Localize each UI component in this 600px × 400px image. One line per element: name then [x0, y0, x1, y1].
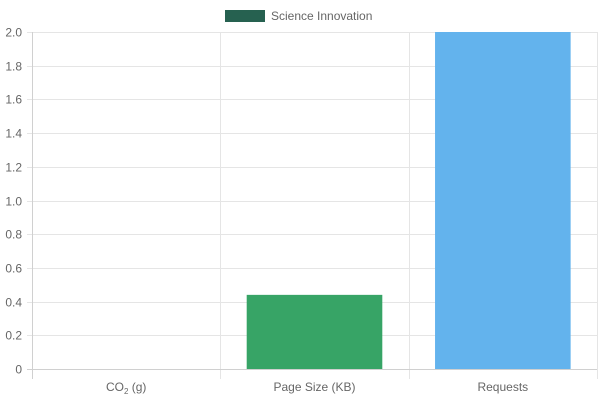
y-tick-label: 0.2: [5, 329, 22, 343]
legend-swatch[interactable]: [225, 10, 265, 22]
x-tick-labels: CO2 (g) Page Size (KB) Requests: [106, 380, 528, 396]
y-tick-label: 0: [15, 363, 22, 377]
y-tick-label: 1.0: [5, 195, 22, 209]
y-tick-label: 2.0: [5, 26, 22, 40]
y-tick-label: 1.8: [5, 60, 22, 74]
legend-label[interactable]: Science Innovation: [271, 9, 372, 23]
y-tick-label: 1.6: [5, 93, 22, 107]
bar[interactable]: [435, 32, 571, 369]
x-tick-label: Page Size (KB): [273, 380, 355, 394]
y-tick-label: 0.4: [5, 296, 22, 310]
y-tick-label: 1.4: [5, 127, 22, 141]
y-tick-label: 0.8: [5, 228, 22, 242]
bar[interactable]: [246, 294, 383, 369]
x-tick-label: CO2 (g): [106, 380, 146, 396]
x-tick-label: Requests: [477, 380, 528, 394]
y-tick-label: 0.6: [5, 262, 22, 276]
y-tick-labels: 0 0.2 0.4 0.6 0.8 1.0 1.2 1.4 1.6 1.8 2.0: [5, 26, 22, 377]
y-tick-label: 1.2: [5, 161, 22, 175]
bars: [246, 32, 571, 369]
legend[interactable]: Science Innovation: [225, 9, 372, 23]
grid-lines: [27, 32, 598, 379]
